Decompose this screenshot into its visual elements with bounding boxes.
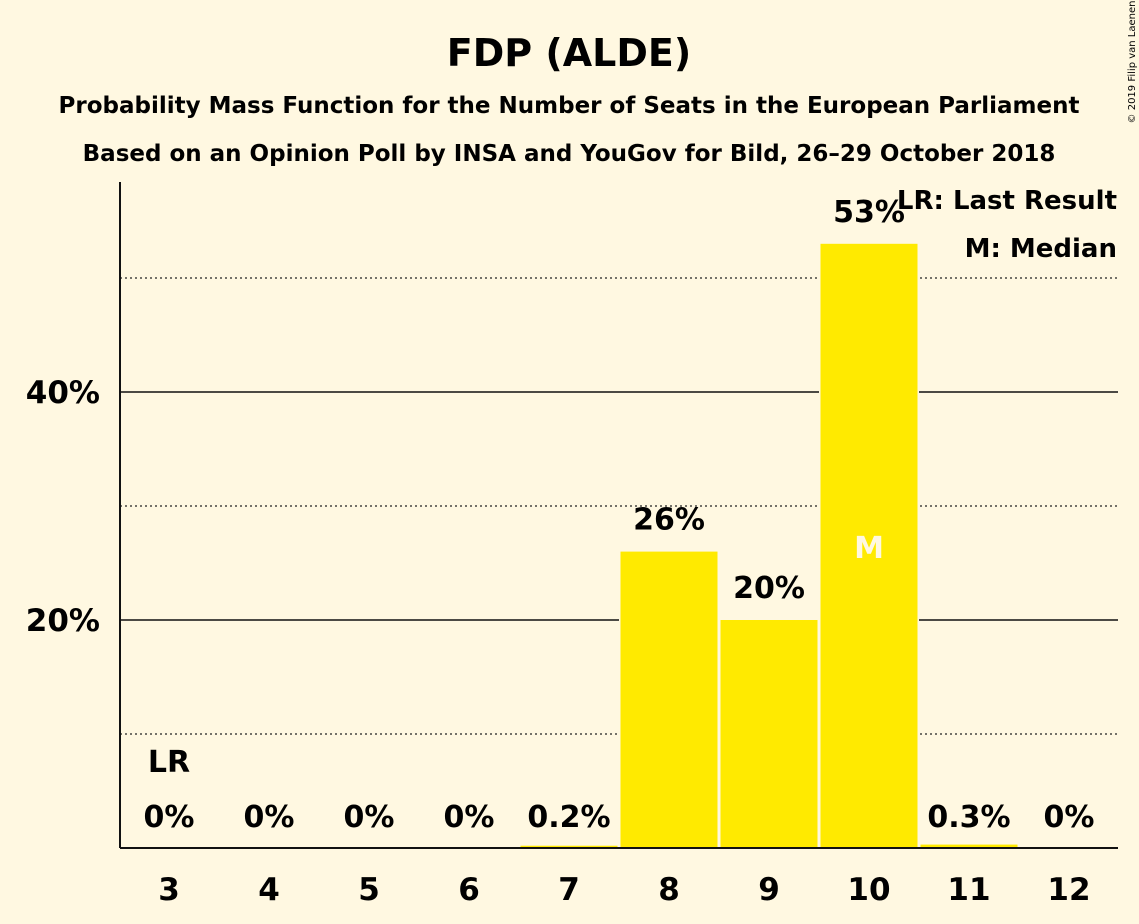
value-label-10: 53%: [833, 195, 905, 230]
bars: [519, 242, 1019, 849]
bar-10: [820, 243, 918, 849]
axes: 20% 40% 3 4 5 6 7 8 9 10 11 12: [26, 182, 1118, 908]
x-tick-label-10: 10: [847, 872, 890, 908]
median-marker: M: [854, 531, 884, 566]
bar-11: [920, 844, 1018, 848]
last-result-marker: LR: [148, 745, 190, 780]
y-tick-label-20: 20%: [26, 603, 100, 639]
value-labels: 0% LR 0% 0% 0% 0.2% 26% 20% 53% M 0.3% 0%: [144, 195, 1095, 835]
x-tick-label-8: 8: [658, 872, 680, 908]
value-label-8: 26%: [633, 503, 705, 538]
value-label-5: 0%: [344, 800, 395, 835]
legend-last-result: LR: Last Result: [897, 186, 1117, 216]
value-label-4: 0%: [244, 800, 295, 835]
copyright-note: © 2019 Filip van Laenen: [1127, 1, 1138, 124]
value-label-11: 0.3%: [927, 800, 1010, 835]
value-label-12: 0%: [1044, 800, 1095, 835]
bar-8: [620, 551, 718, 848]
x-tick-label-12: 12: [1047, 872, 1090, 908]
value-label-6: 0%: [444, 800, 495, 835]
y-tick-label-40: 40%: [26, 375, 100, 411]
chart-title: FDP (ALDE): [447, 31, 691, 75]
bar-9: [720, 620, 818, 848]
bar-7: [520, 845, 618, 848]
legend-median: M: Median: [965, 234, 1117, 264]
x-tick-label-9: 9: [758, 872, 780, 908]
chart-subtitle-line-2: Based on an Opinion Poll by INSA and You…: [83, 141, 1056, 167]
value-label-9: 20%: [733, 571, 805, 606]
x-tick-label-6: 6: [458, 872, 480, 908]
chart-subtitle-line-1: Probability Mass Function for the Number…: [59, 93, 1080, 119]
x-tick-label-11: 11: [947, 872, 990, 908]
x-tick-label-5: 5: [358, 872, 380, 908]
value-label-7: 0.2%: [527, 800, 610, 835]
x-tick-label-7: 7: [558, 872, 580, 908]
value-label-3: 0%: [144, 800, 195, 835]
x-tick-label-4: 4: [258, 872, 280, 908]
x-tick-label-3: 3: [158, 872, 180, 908]
